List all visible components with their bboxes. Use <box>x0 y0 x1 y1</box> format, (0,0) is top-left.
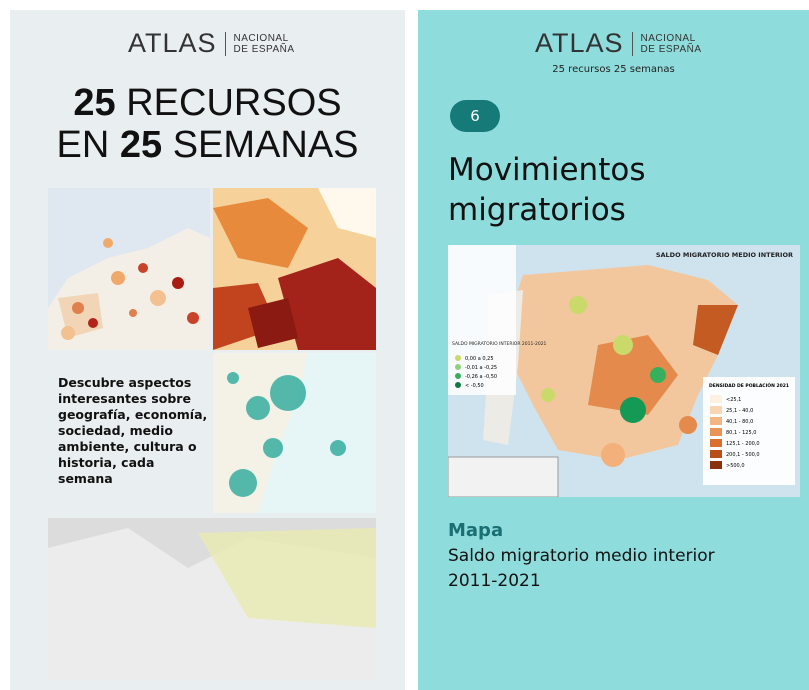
headline-text: RECURSOS <box>126 82 342 124</box>
legend-swatch <box>455 373 461 379</box>
caption-line: 2011-2021 <box>448 571 541 591</box>
circle <box>541 388 555 402</box>
legend-label: -0,26 a -0,50 <box>465 374 497 380</box>
headline-bold: 25 <box>73 82 116 124</box>
density-swatch <box>710 439 722 447</box>
region <box>278 258 376 350</box>
circle <box>569 296 587 314</box>
caption-line: Saldo migratorio medio interior <box>448 546 715 566</box>
dots-area <box>198 528 376 628</box>
logo-text: NACIONAL DE ESPAÑA <box>641 33 702 55</box>
title: Movimientos migratorios <box>448 150 645 230</box>
dot <box>138 263 148 273</box>
headline: 25 RECURSOS EN 25 SEMANAS <box>10 82 405 166</box>
dot <box>270 375 306 411</box>
region <box>248 298 298 348</box>
dot <box>88 318 98 328</box>
dot <box>61 326 75 340</box>
headline-bold: 25 <box>119 124 163 166</box>
dot <box>246 396 270 420</box>
region <box>213 198 308 268</box>
logo-brand: ATLAS <box>535 28 624 58</box>
legend: 0,00 a 0,25 -0,01 a -0,25 -0,26 a -0,50 … <box>455 355 497 389</box>
dot <box>229 469 257 497</box>
density-swatch <box>710 450 722 458</box>
density-swatch <box>710 428 722 436</box>
logo-line: DE ESPAÑA <box>233 43 295 55</box>
legend-label: 0,00 a 0,25 <box>465 356 494 362</box>
region <box>318 188 376 238</box>
region <box>588 335 678 415</box>
density-legend: <25,1 25,1 - 40,0 40,1 - 80,0 80,1 - 125… <box>710 395 760 469</box>
dot <box>227 372 239 384</box>
legend-label: -0,01 a -0,25 <box>465 365 497 371</box>
density-label: 40,1 - 80,0 <box>726 419 753 425</box>
legend-title: SALDO MIGRATORIO INTERIOR 2011-2021 <box>452 341 547 347</box>
region <box>693 305 738 355</box>
map-title: SALDO MIGRATORIO MEDIO INTERIOR <box>656 251 793 259</box>
logo-line: NACIONAL <box>233 32 289 44</box>
density-swatch <box>710 461 722 469</box>
density-label: 25,1 - 40,0 <box>726 408 753 414</box>
title-line: migratorios <box>448 192 626 228</box>
density-title: DENSIDAD DE POBLACIÓN 2021 <box>709 382 789 389</box>
logo-brand: ATLAS <box>128 28 217 58</box>
headline-text: EN <box>56 124 110 166</box>
logo: ATLAS NACIONAL DE ESPAÑA <box>128 28 295 59</box>
legend-swatch <box>455 364 461 370</box>
dot <box>111 271 125 285</box>
dot <box>103 238 113 248</box>
caption: Saldo migratorio medio interior 2011-2021 <box>448 544 715 594</box>
legend-swatch <box>455 355 461 361</box>
circle <box>613 335 633 355</box>
logo-line: DE ESPAÑA <box>640 43 702 55</box>
headline-text: SEMANAS <box>172 124 359 166</box>
resource-kind: Mapa <box>448 520 504 541</box>
dot <box>72 302 84 314</box>
dot <box>330 440 346 456</box>
dot <box>187 312 199 324</box>
circle <box>650 367 666 383</box>
legend-label: < -0,50 <box>465 383 484 389</box>
logo-text: NACIONAL DE ESPAÑA <box>234 33 295 55</box>
density-label: 125,1 - 200,0 <box>726 441 760 447</box>
circle <box>601 443 625 467</box>
legend-swatch <box>455 382 461 388</box>
density-label: 200,1 - 500,0 <box>726 452 760 458</box>
circle <box>620 397 646 423</box>
text-box <box>48 353 210 513</box>
dot <box>150 290 166 306</box>
dot <box>263 438 283 458</box>
density-label: >500,0 <box>726 463 745 469</box>
logo: ATLAS NACIONAL DE ESPAÑA <box>535 28 702 59</box>
subtitle: 25 recursos 25 semanas <box>552 64 675 75</box>
map-collage <box>48 188 376 680</box>
dot <box>172 277 184 289</box>
circle <box>679 416 697 434</box>
dot <box>129 309 137 317</box>
logo-separator <box>631 31 633 56</box>
legend-box <box>448 245 516 395</box>
badge: 6 <box>450 100 500 132</box>
canarias-box <box>448 456 559 497</box>
map-image: SALDO MIGRATORIO MEDIO INTERIOR SALDO MI… <box>448 245 800 497</box>
density-swatch <box>710 417 722 425</box>
density-swatch <box>710 406 722 414</box>
density-label: 80,1 - 125,0 <box>726 430 756 436</box>
title-line: Movimientos <box>448 152 646 188</box>
description: Descubre aspectos interesantes sobre geo… <box>58 375 208 486</box>
logo-separator <box>224 31 226 56</box>
density-swatch <box>710 395 722 403</box>
density-label: <25,1 <box>726 397 741 403</box>
logo-line: NACIONAL <box>640 32 696 44</box>
